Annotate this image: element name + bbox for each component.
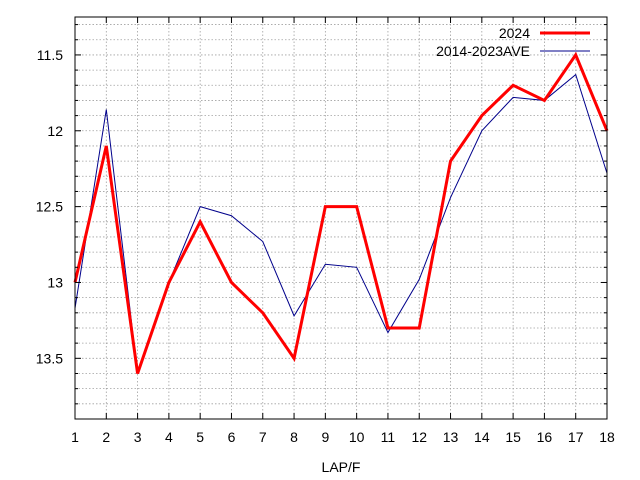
legend: 2024 2014-2023AVE (436, 25, 590, 59)
x-tick-label: 8 (290, 429, 298, 445)
x-tick-label: 4 (165, 429, 173, 445)
series-line-average (74, 73, 608, 374)
x-tick-label: 2 (102, 429, 110, 445)
y-tick-label: 13.5 (36, 350, 63, 366)
x-axis-label: LAP/F (322, 459, 361, 475)
x-tick-label: 11 (381, 429, 396, 445)
series-line-2024 (73, 51, 609, 374)
grid (74, 17, 608, 419)
y-tick-label: 11.5 (37, 47, 63, 63)
plot-border (74, 16, 608, 420)
axis-ticks (74, 17, 608, 419)
x-tick-label: 15 (505, 429, 521, 445)
y-tick-label: 13 (47, 274, 63, 290)
legend-label: 2024 (499, 25, 530, 41)
legend-label: 2014-2023AVE (436, 43, 530, 59)
x-tick-label: 16 (537, 429, 553, 445)
y-tick-label: 12 (47, 123, 63, 139)
x-tick-label: 7 (259, 429, 267, 445)
x-tick-label: 17 (568, 429, 584, 445)
x-tick-label: 18 (599, 429, 615, 445)
x-tick-label: 5 (196, 429, 204, 445)
x-tick-label: 6 (228, 429, 236, 445)
x-tick-label: 12 (411, 429, 427, 445)
plot-area (73, 51, 609, 374)
x-tick-label: 13 (443, 429, 459, 445)
x-tick-label: 1 (71, 429, 79, 445)
y-tick-label: 12.5 (36, 199, 63, 215)
tick-labels: 1 2 3 4 5 6 7 8 9 10 11 12 13 14 15 16 17 1811.51212.5131… (36, 47, 615, 445)
x-tick-label: 9 (321, 429, 329, 445)
x-tick-label: 10 (349, 429, 365, 445)
x-tick-label: 3 (134, 429, 142, 445)
x-tick-label: 14 (474, 429, 490, 445)
